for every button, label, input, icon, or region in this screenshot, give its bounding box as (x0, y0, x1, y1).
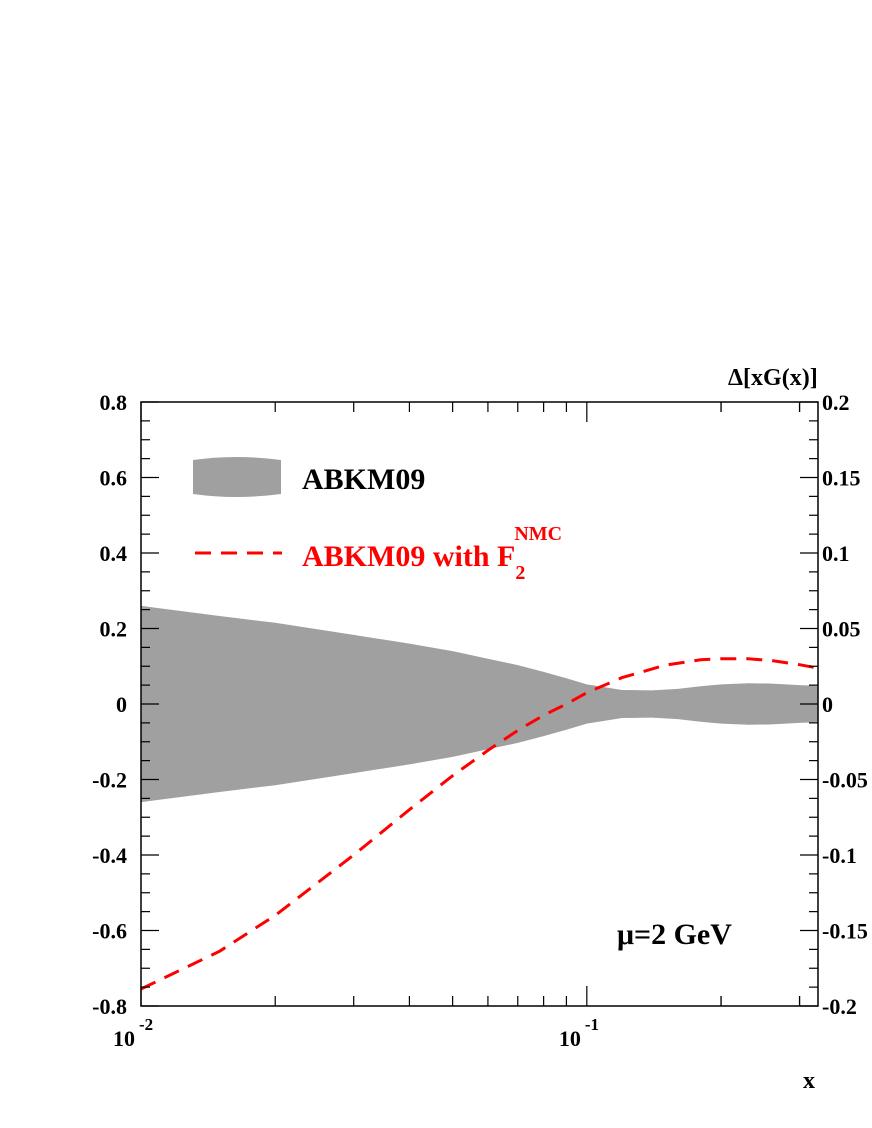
series-abkm09-band (141, 605, 818, 803)
legend-label-nmc-sub: 2 (515, 562, 525, 584)
y-right-tick-label: 0 (822, 692, 833, 717)
y-right-tick-label: 0.05 (822, 617, 861, 642)
legend-label-nmc-sup: NMC (514, 523, 562, 545)
x-tick-label-exponent: -1 (585, 1015, 599, 1034)
labels-layer: 0.8 0.6 0.4 0.2 0 -0.2 -0.4 -0.6 -0.8 0.2 0.15 0.1 0… (92, 390, 868, 1051)
legend-label-abkm09: ABKM09 (302, 463, 425, 496)
x-tick-label: 10-2 (113, 1015, 153, 1051)
y-tick-label: -0.4 (92, 843, 127, 868)
y-tick-label: -0.6 (92, 919, 127, 944)
y-tick-label: 0.6 (100, 466, 128, 491)
y-tick-label: -0.8 (92, 994, 127, 1019)
y-tick-label: -0.2 (92, 768, 127, 793)
legend-label-nmc: ABKM09 with F2 NMC (302, 523, 562, 584)
y-right-tick-label: 0.2 (822, 390, 850, 415)
y-right-tick-label: 0.1 (822, 541, 850, 566)
legend-band-swatch (193, 457, 281, 497)
x-tick-label-base: 10 (113, 1026, 135, 1051)
x-axis-title: x (803, 1068, 815, 1094)
line-layer (140, 657, 819, 991)
x-tick-label-exponent: -2 (139, 1015, 153, 1034)
y-right-tick-label: -0.15 (822, 919, 868, 944)
x-tick-label-base: 10 (559, 1026, 581, 1051)
y-tick-label: 0 (116, 692, 127, 717)
y-right-tick-label: 0.15 (822, 466, 861, 491)
annotation-mu: μ=2 GeV (617, 918, 732, 951)
right-axis-title: Δ[xG(x)] (728, 365, 818, 391)
y-right-tick-label: -0.05 (822, 768, 868, 793)
legend: ABKM09 ABKM09 with F2 NMC (193, 457, 562, 584)
band-layer (141, 605, 818, 803)
y-right-tick-label: -0.1 (822, 843, 857, 868)
y-right-tick-label: -0.2 (822, 994, 857, 1019)
y-tick-label: 0.8 (100, 390, 128, 415)
y-tick-label: 0.2 (100, 617, 128, 642)
x-tick-label: 10-1 (559, 1015, 599, 1051)
series-abkm09-nmc-line (140, 657, 819, 991)
ticks-layer (140, 401, 818, 1007)
legend-label-nmc-main: ABKM09 with F (302, 540, 515, 573)
y-tick-label: 0.4 (100, 541, 128, 566)
